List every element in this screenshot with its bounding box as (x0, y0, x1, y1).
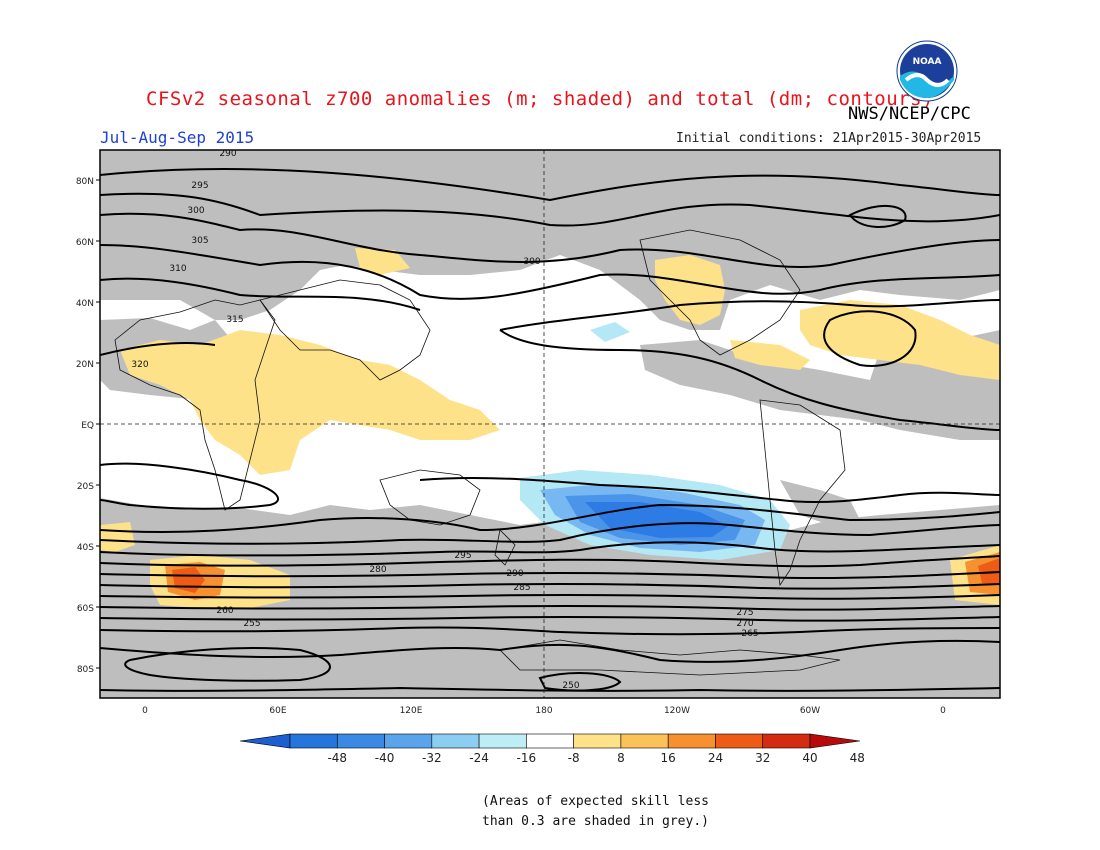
warm-anomaly-east-edge-peak (978, 558, 1000, 585)
grey-skill-north (100, 150, 1000, 330)
colorbar-arrow-left (239, 733, 291, 749)
contour-label: 260 (216, 606, 233, 616)
lat-label: EQ (81, 421, 94, 431)
lat-label: 60S (77, 604, 94, 614)
lon-label: 120W (664, 706, 690, 715)
colorbar-label: 40 (802, 751, 817, 765)
lat-label: 40N (76, 299, 94, 309)
footnote-line-2: than 0.3 are shaded in grey.) (482, 814, 709, 829)
skill-footnote: (Areas of expected skill less than 0.3 a… (482, 792, 709, 832)
lon-label: 60E (269, 706, 286, 715)
colorbar-label: -48 (327, 751, 347, 765)
contour-label: 300 (187, 206, 204, 216)
lon-label: 0 (940, 706, 946, 715)
contour-label: 295 (191, 181, 208, 191)
lon-labels: 0 60E 120E 180 120W 60W 0 (142, 706, 946, 715)
noaa-logo: NOAA (896, 40, 958, 102)
warm-anomaly-caribbean (730, 340, 810, 370)
colorbar-swatch (667, 733, 716, 749)
warm-anomaly-tibet (355, 248, 410, 275)
contour-label: 315 (226, 315, 243, 325)
lat-label: 60N (76, 238, 94, 248)
contour-label: 270 (736, 619, 753, 629)
colorbar-label: 32 (755, 751, 770, 765)
contour-label: 295 (454, 551, 471, 561)
logo-text: NOAA (913, 57, 942, 67)
colorbar-swatch (478, 733, 527, 749)
warm-anomaly-southwest (100, 522, 135, 552)
lat-label: 20S (77, 482, 94, 492)
cold-anomaly-small-north (590, 322, 630, 342)
lat-label: 20N (76, 360, 94, 370)
lat-label: 80S (77, 665, 94, 675)
contours (100, 168, 1000, 692)
warm-anomaly-north-atlantic (800, 300, 1000, 380)
colorbar-label: -24 (469, 751, 489, 765)
colorbar-label: 16 (661, 751, 676, 765)
contour-label: 300 (523, 257, 540, 267)
lat-label: 80N (76, 177, 94, 187)
colorbar-arrow-right (809, 733, 861, 749)
contour-label: 265 (741, 629, 758, 639)
colorbar-labels: -48 -40 -32 -24 -16 -8 8 16 24 32 40 48 (327, 751, 864, 765)
colorbar-swatches (239, 733, 861, 749)
coastlines (114, 229, 846, 676)
lon-label: 180 (535, 706, 552, 715)
lon-label: 60W (800, 706, 820, 715)
contour-labels: 290 295 300 305 310 315 320 300 295 290 … (131, 149, 758, 691)
colorbar-swatch (762, 733, 811, 749)
colorbar-swatch (336, 733, 385, 749)
contour-label: 275 (736, 608, 753, 618)
footnote-line-1: (Areas of expected skill less (482, 794, 709, 809)
agency-label: NWS/NCEP/CPC (848, 104, 971, 124)
colorbar-label: 24 (708, 751, 723, 765)
contour-label: 305 (191, 236, 208, 246)
contour-label: 320 (131, 360, 148, 370)
colorbar: -48 -40 -32 -24 -16 -8 8 16 24 32 40 48 (239, 733, 865, 765)
lat-label: 40S (77, 543, 94, 553)
contour-label: 285 (513, 583, 530, 593)
lat-ticks (96, 179, 100, 669)
colorbar-swatch (431, 733, 480, 749)
colorbar-label: -40 (375, 751, 395, 765)
anomaly-map: 80N 60N 40N 20N EQ 20S 40S 60S 80S 0 60E… (76, 149, 1001, 715)
warm-anomaly-africa-asia (120, 330, 500, 475)
warm-anomaly-north-america (655, 255, 725, 325)
colorbar-swatch (573, 733, 622, 749)
colorbar-swatch (289, 733, 338, 749)
colorbar-label: -16 (517, 751, 537, 765)
colorbar-swatch (384, 733, 433, 749)
colorbar-swatch (620, 733, 669, 749)
contour-label: 310 (169, 264, 186, 274)
contour-label: 290 (219, 149, 236, 159)
contour-label: 255 (243, 619, 260, 629)
contour-label: 290 (506, 569, 523, 579)
colorbar-label: 8 (617, 751, 625, 765)
lat-labels: 80N 60N 40N 20N EQ 20S 40S 60S 80S (76, 177, 94, 675)
colorbar-label: -32 (422, 751, 442, 765)
colorbar-swatch (715, 733, 764, 749)
contour-label: 280 (369, 565, 386, 575)
initial-conditions: Initial conditions: 21Apr2015-30Apr2015 (676, 131, 982, 146)
colorbar-swatch (526, 733, 574, 749)
graticule (100, 150, 1000, 698)
colorbar-label: -8 (568, 751, 580, 765)
map-title: CFSv2 seasonal z700 anomalies (m; shaded… (146, 88, 934, 110)
colorbar-label: 48 (850, 751, 865, 765)
lon-label: 0 (142, 706, 148, 715)
season-label: Jul-Aug-Sep 2015 (100, 128, 255, 147)
lon-label: 120E (400, 706, 423, 715)
contour-label: 250 (562, 681, 579, 691)
